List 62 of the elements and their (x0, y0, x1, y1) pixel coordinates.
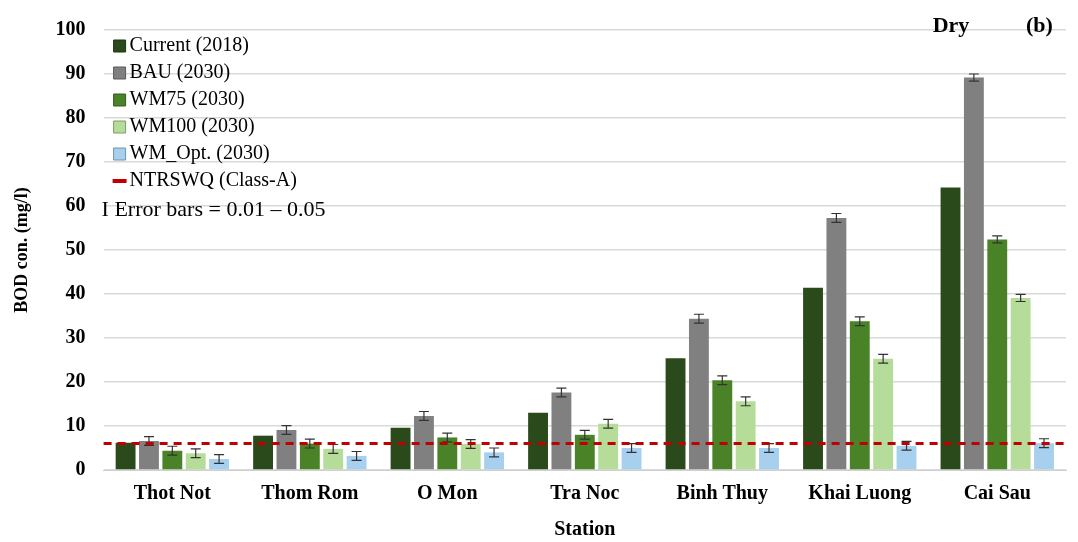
bar (873, 358, 894, 470)
bar (621, 448, 642, 470)
bar (574, 434, 595, 470)
x-tick-label: Binh Thuy (676, 481, 768, 505)
y-axis-title: BOD con. (mg/l) (11, 187, 33, 313)
annotation: (b) (1026, 11, 1053, 37)
bar (460, 444, 481, 470)
bar (437, 437, 458, 470)
bar (162, 450, 183, 470)
bar (185, 453, 206, 470)
bar (712, 380, 733, 470)
legend-label: WM100 (2030) (129, 114, 255, 138)
bar (826, 217, 847, 470)
bar (963, 77, 984, 470)
bar (390, 427, 411, 470)
x-axis-title: Station (554, 517, 616, 540)
y-tick-label: 30 (65, 325, 86, 348)
y-tick-label: 80 (65, 105, 86, 128)
bar (551, 392, 572, 470)
y-tick-label: 0 (75, 457, 86, 480)
bar (735, 401, 756, 470)
bar (346, 455, 367, 470)
bar (323, 448, 344, 470)
bar (528, 412, 548, 470)
y-tick-label: 40 (65, 281, 86, 304)
bar (896, 445, 917, 470)
chart-title: Dry (932, 11, 970, 37)
bar (688, 318, 709, 470)
y-tick-label: 100 (55, 17, 86, 40)
legend-label: BAU (2030) (129, 60, 231, 84)
y-tick-label: 70 (65, 149, 86, 172)
bar (665, 358, 686, 470)
bar (115, 442, 136, 470)
x-tick-label: O Mon (417, 481, 478, 504)
x-tick-label: Thom Rom (261, 481, 359, 504)
legend-label: WM75 (2030) (129, 87, 245, 111)
bar (940, 187, 961, 470)
y-tick-label: 50 (65, 237, 86, 260)
y-tick-label: 60 (65, 193, 86, 216)
bar (598, 423, 619, 470)
bar (414, 415, 434, 470)
y-tick-label: 20 (65, 369, 86, 392)
bar (759, 448, 779, 470)
y-tick-label: 10 (65, 413, 86, 436)
x-tick-label: Khai Luong (808, 481, 912, 505)
y-tick-label: 90 (65, 61, 86, 84)
bar (484, 452, 504, 470)
bar (849, 321, 870, 470)
bar (253, 435, 274, 470)
bar (139, 440, 159, 470)
legend-label: WM_Opt. (2030) (129, 141, 270, 165)
x-tick-label: Cai Sau (963, 481, 1031, 504)
bar (987, 239, 1008, 470)
legend-label: NTRSWQ (Class-A) (129, 168, 297, 192)
bar (299, 443, 320, 470)
annotation: I Error bars = 0.01 – 0.05 (101, 195, 326, 221)
x-tick-label: Tra Noc (550, 481, 620, 504)
bar (803, 287, 823, 470)
bar (1010, 297, 1031, 470)
legend-label: Current (2018) (129, 33, 250, 57)
x-tick-label: Thot Not (133, 481, 212, 504)
bar (1034, 443, 1054, 470)
